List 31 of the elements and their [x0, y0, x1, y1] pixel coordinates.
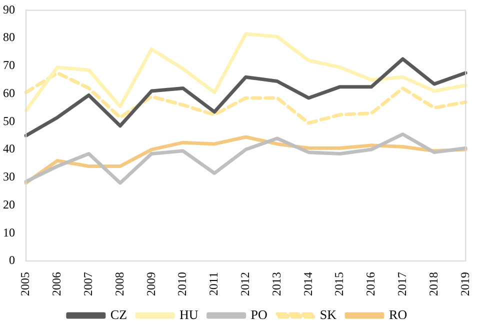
x-tick-label: 2018: [426, 272, 440, 296]
x-tick-label: 2010: [175, 272, 190, 296]
x-tick-label: 2009: [144, 272, 158, 296]
y-tick-label: 0: [9, 253, 15, 268]
line-series: [24, 71, 468, 125]
x-tick-label: 2006: [50, 272, 64, 296]
x-tick-label: 2007: [80, 272, 95, 296]
x-tick-label: 2017: [394, 272, 409, 296]
x-tick-label: 2014: [300, 272, 315, 296]
legend-label: RO: [389, 306, 408, 322]
legend-label: PO: [250, 306, 268, 322]
y-tick-label: 70: [3, 58, 15, 72]
x-tick-label: 2015: [332, 272, 346, 296]
y-tick-label: 80: [3, 30, 15, 44]
x-tick-label: 2011: [206, 272, 221, 296]
y-tick-label: 90: [3, 2, 15, 16]
x-tick-label: 2016: [364, 272, 378, 296]
y-tick-label: 20: [3, 197, 15, 212]
x-tick-label: 2019: [458, 272, 472, 296]
x-tick-label: 2013: [269, 272, 284, 296]
x-tick-label: 2012: [238, 272, 252, 296]
legend-label: SK: [320, 306, 338, 322]
x-tick-label: 2008: [112, 272, 126, 296]
y-tick-label: 40: [3, 142, 15, 156]
legend-label: CZ: [110, 306, 128, 322]
legend-label: HU: [180, 306, 199, 322]
x-tick-label: 2005: [18, 272, 32, 296]
y-tick-label: 50: [3, 114, 15, 128]
y-tick-label: 10: [3, 225, 15, 240]
y-tick-label: 60: [3, 86, 15, 100]
y-tick-label: 30: [3, 170, 15, 184]
